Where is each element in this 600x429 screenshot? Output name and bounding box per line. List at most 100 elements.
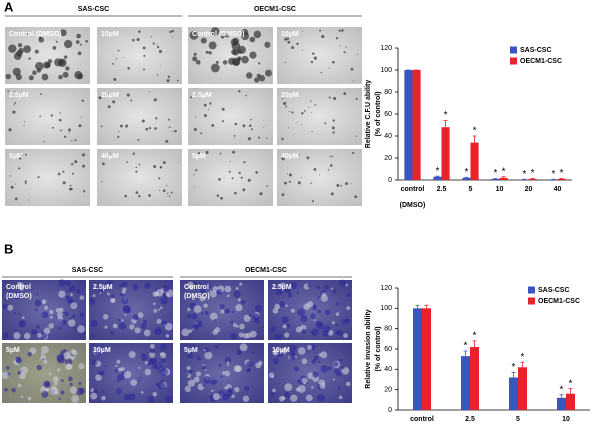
texture (235, 287, 239, 291)
texture (166, 79, 170, 83)
texture (83, 190, 86, 193)
texture (90, 319, 98, 328)
texture (167, 118, 170, 121)
texture (285, 304, 288, 307)
y-tick-label: 60 (384, 346, 392, 353)
texture (313, 355, 319, 361)
texture (70, 293, 73, 297)
bar (422, 308, 431, 410)
texture (23, 45, 31, 53)
texture (224, 356, 232, 364)
texture (327, 366, 332, 371)
y-tick-label: 20 (384, 387, 392, 394)
texture (43, 61, 51, 69)
texture (38, 36, 42, 40)
texture (58, 118, 62, 122)
texture (241, 55, 249, 64)
texture (209, 394, 214, 399)
texture (66, 363, 73, 370)
texture (310, 100, 312, 102)
legend-label: OECM1-CSC (520, 58, 562, 65)
significance-star: * (521, 352, 525, 363)
texture (324, 122, 327, 125)
texture (121, 297, 129, 305)
micrograph (277, 149, 362, 206)
texture (118, 283, 122, 288)
image-label: 20µM (101, 92, 119, 99)
texture (153, 308, 158, 313)
texture (41, 345, 49, 354)
texture (234, 122, 238, 126)
texture (258, 360, 263, 366)
texture (81, 153, 85, 157)
texture (23, 124, 25, 126)
texture (99, 291, 102, 294)
texture (95, 374, 102, 381)
y-axis-label: (% of control) (375, 326, 382, 371)
texture (233, 365, 241, 373)
texture (211, 31, 217, 36)
texture (19, 286, 24, 291)
texture (70, 302, 78, 310)
texture (301, 377, 308, 384)
texture (9, 175, 11, 177)
texture (116, 379, 120, 383)
texture (112, 100, 116, 104)
texture (240, 299, 246, 305)
texture (312, 52, 315, 55)
texture (28, 57, 31, 60)
bar (520, 179, 529, 180)
y-tick-label: 40 (384, 366, 392, 373)
texture (239, 323, 245, 330)
texture (91, 334, 94, 338)
texture (319, 383, 326, 389)
bar (461, 356, 470, 410)
texture (62, 71, 69, 78)
texture (288, 127, 290, 129)
texture (159, 343, 167, 351)
texture (201, 365, 207, 370)
texture (14, 197, 18, 201)
texture (106, 92, 110, 95)
texture (247, 178, 251, 182)
texture (60, 129, 63, 132)
texture (303, 303, 310, 310)
texture (8, 44, 17, 53)
texture (355, 135, 358, 137)
texture (5, 293, 11, 298)
texture (147, 396, 155, 403)
texture (40, 354, 47, 361)
texture (24, 182, 27, 185)
texture (15, 73, 22, 81)
texture (152, 391, 158, 397)
texture (67, 289, 71, 293)
significance-star: * (560, 168, 564, 179)
texture (312, 305, 318, 311)
texture (285, 105, 288, 108)
texture (252, 351, 255, 354)
legend-swatch (510, 46, 517, 54)
texture (70, 188, 73, 191)
texture (165, 396, 172, 403)
texture (6, 365, 10, 370)
texture (13, 312, 17, 315)
bar (470, 142, 479, 180)
texture (300, 315, 308, 323)
texture (14, 328, 17, 331)
texture (311, 328, 319, 336)
texture (165, 195, 167, 197)
texture (221, 120, 224, 123)
image-label: (DMSO) (6, 293, 32, 300)
texture (231, 57, 241, 67)
texture (345, 381, 351, 387)
micrograph (97, 88, 182, 145)
texture (153, 164, 157, 169)
texture (207, 108, 210, 110)
texture (154, 127, 157, 130)
y-tick-label: 0 (388, 177, 392, 184)
texture (291, 111, 294, 114)
texture (184, 385, 191, 393)
texture (341, 29, 344, 32)
texture (43, 140, 45, 143)
texture (148, 194, 151, 197)
